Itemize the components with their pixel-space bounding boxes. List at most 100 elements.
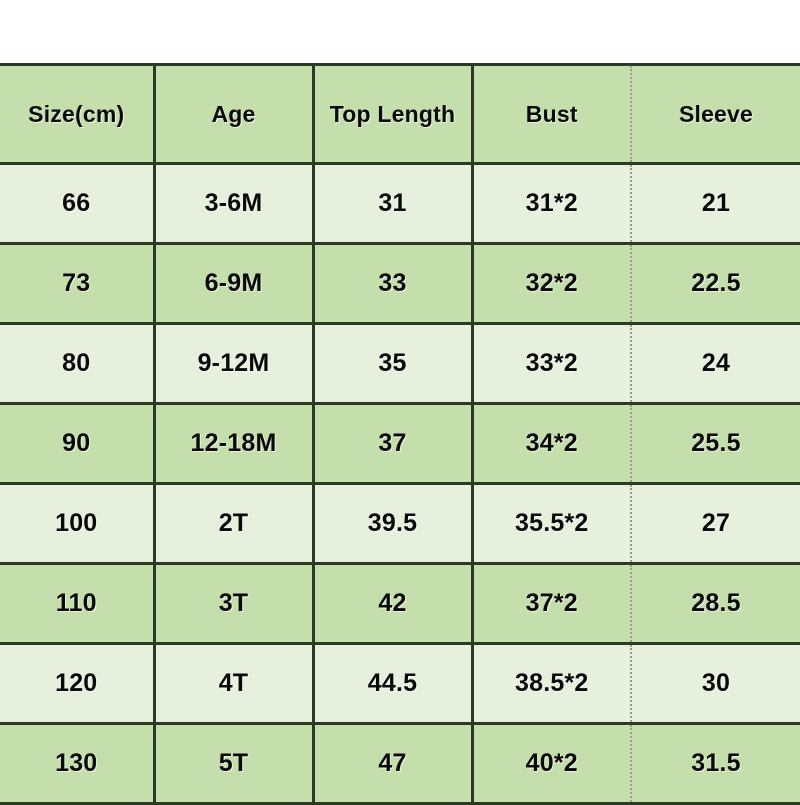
header-row: Size(cm) Age Top Length Bust Sleeve (0, 63, 800, 165)
cell-age: 4T (152, 642, 313, 725)
cell-bust: 31*2 (470, 162, 631, 245)
column-header-bust-label: Bust (525, 100, 578, 127)
table-row: 73 6-9M 33 32*2 22.5 (0, 242, 800, 325)
column-header-age-label: Age (211, 100, 256, 127)
cell-sleeve-value: 31.5 (691, 749, 741, 777)
cell-sleeve-value: 25.5 (691, 429, 741, 457)
cell-age-value: 3T (218, 589, 249, 617)
cell-sleeve-value: 22.5 (691, 269, 741, 297)
cell-bust: 34*2 (470, 402, 631, 485)
cell-size-value: 66 (62, 189, 91, 217)
column-header-sleeve-label: Sleeve (678, 100, 754, 127)
cell-bust: 33*2 (470, 322, 631, 405)
column-header-bust: Bust (470, 63, 631, 165)
cell-age-value: 12-18M (190, 429, 277, 457)
cell-bust-value: 35.5*2 (515, 509, 589, 537)
cell-sleeve: 25.5 (630, 402, 800, 485)
cell-size-value: 100 (55, 509, 98, 537)
column-header-size: Size(cm) (0, 63, 154, 165)
cell-sleeve: 24 (630, 322, 800, 405)
column-header-age: Age (152, 63, 313, 165)
cell-top-length-value: 39.5 (367, 509, 418, 537)
cell-age-value: 3-6M (204, 189, 263, 217)
cell-bust-value: 38.5*2 (515, 669, 589, 697)
cell-size-value: 110 (55, 589, 97, 617)
cell-sleeve: 31.5 (630, 722, 800, 805)
cell-size: 130 (0, 722, 154, 805)
cell-age: 12-18M (152, 402, 313, 485)
size-chart-table: Size(cm) Age Top Length Bust Sleeve 66 (0, 63, 800, 805)
cell-top-length-value: 37 (378, 429, 407, 457)
column-header-size-label: Size(cm) (28, 100, 125, 127)
table-row: 80 9-12M 35 33*2 24 (0, 322, 800, 405)
cell-bust: 32*2 (470, 242, 631, 325)
cell-age: 2T (152, 482, 313, 565)
cell-age-value: 6-9M (204, 269, 263, 297)
cell-bust: 38.5*2 (470, 642, 631, 725)
cell-sleeve-value: 27 (701, 509, 731, 537)
cell-sleeve: 28.5 (630, 562, 800, 645)
cell-size: 80 (0, 322, 154, 405)
cell-bust: 40*2 (470, 722, 631, 805)
cell-top-length-value: 42 (378, 589, 407, 617)
size-chart-container: Size(cm) Age Top Length Bust Sleeve 66 (0, 63, 800, 805)
cell-bust: 35.5*2 (470, 482, 631, 565)
cell-bust-value: 37*2 (525, 589, 578, 617)
cell-size-value: 80 (62, 349, 91, 377)
cell-top-length-value: 47 (378, 749, 407, 777)
cell-bust-value: 32*2 (525, 269, 578, 297)
cell-bust-value: 33*2 (525, 349, 578, 377)
table-row: 100 2T 39.5 35.5*2 27 (0, 482, 800, 565)
table-row: 90 12-18M 37 34*2 25.5 (0, 402, 800, 485)
cell-age-value: 5T (218, 749, 249, 777)
cell-age: 6-9M (152, 242, 313, 325)
cell-age: 3-6M (152, 162, 313, 245)
cell-age-value: 9-12M (197, 349, 270, 377)
cell-top-length: 42 (311, 562, 472, 645)
cell-size-value: 90 (62, 429, 91, 457)
cell-age: 9-12M (152, 322, 313, 405)
cell-top-length: 37 (311, 402, 472, 485)
table-row: 120 4T 44.5 38.5*2 30 (0, 642, 800, 725)
cell-sleeve-value: 30 (701, 669, 731, 697)
cell-size: 120 (0, 642, 154, 725)
cell-top-length: 35 (311, 322, 472, 405)
cell-bust-value: 40*2 (525, 749, 578, 777)
cell-size-value: 120 (55, 669, 98, 697)
cell-size: 66 (0, 162, 154, 245)
cell-size: 90 (0, 402, 154, 485)
cell-sleeve: 30 (630, 642, 800, 725)
cell-sleeve-value: 28.5 (691, 589, 741, 617)
cell-sleeve-value: 21 (701, 189, 731, 217)
column-header-sleeve: Sleeve (630, 63, 800, 165)
cell-top-length-value: 33 (378, 269, 407, 297)
cell-size-value: 73 (62, 269, 91, 297)
cell-size: 100 (0, 482, 154, 565)
table-row: 130 5T 47 40*2 31.5 (0, 722, 800, 805)
table-body: 66 3-6M 31 31*2 21 73 6-9M 33 32*2 22.5 … (0, 162, 800, 805)
cell-top-length: 47 (311, 722, 472, 805)
cell-bust: 37*2 (470, 562, 631, 645)
cell-top-length-value: 44.5 (367, 669, 418, 697)
table-header: Size(cm) Age Top Length Bust Sleeve (0, 63, 800, 165)
column-header-top-length-label: Top Length (329, 100, 456, 127)
cell-top-length-value: 31 (378, 189, 407, 217)
cell-age: 5T (152, 722, 313, 805)
cell-sleeve-value: 24 (701, 349, 731, 377)
cell-sleeve: 21 (630, 162, 800, 245)
cell-top-length-value: 35 (378, 349, 407, 377)
cell-age: 3T (152, 562, 313, 645)
column-header-top-length: Top Length (311, 63, 472, 165)
cell-size: 110 (0, 562, 154, 645)
cell-sleeve: 22.5 (630, 242, 800, 325)
cell-age-value: 2T (218, 509, 249, 537)
cell-sleeve: 27 (630, 482, 800, 565)
cell-bust-value: 34*2 (525, 429, 578, 457)
cell-top-length: 31 (311, 162, 472, 245)
cell-bust-value: 31*2 (525, 189, 578, 217)
cell-size: 73 (0, 242, 154, 325)
cell-top-length: 39.5 (311, 482, 472, 565)
table-row: 110 3T 42 37*2 28.5 (0, 562, 800, 645)
cell-age-value: 4T (218, 669, 249, 697)
table-row: 66 3-6M 31 31*2 21 (0, 162, 800, 245)
